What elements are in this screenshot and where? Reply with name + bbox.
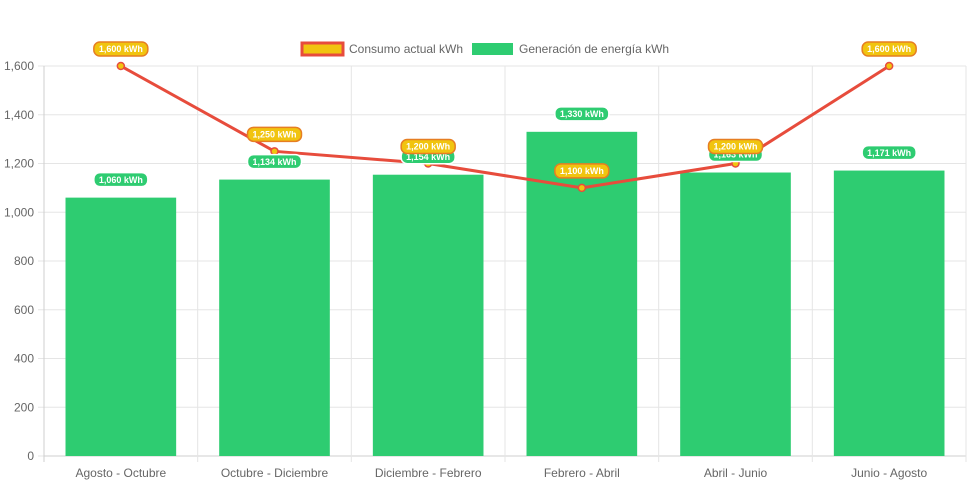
y-tick-label: 400 [14, 352, 34, 366]
legend[interactable]: Consumo actual kWh Generación de energía … [300, 41, 669, 57]
data-label-bg [861, 144, 917, 161]
data-label-text: 1,600 kWh [99, 44, 143, 54]
data-label-text: 1,134 kWh [252, 157, 296, 167]
data-label-text: 1,171 kWh [867, 148, 911, 158]
consumption-value-label: 1,100 kWh [554, 163, 610, 179]
consumption-value-label: 1,200 kWh [400, 138, 456, 155]
data-label-text: 1,600 kWh [867, 44, 911, 54]
data-label-text: 1,200 kWh [406, 142, 450, 152]
y-tick-label: 1,400 [4, 108, 34, 122]
consumption-value-label: 1,600 kWh [861, 41, 917, 57]
y-tick-label: 600 [14, 303, 34, 317]
consumption-point [884, 61, 894, 71]
consumption-value-label: 1,250 kWh [246, 126, 303, 143]
legend-swatch-consumption [300, 41, 345, 57]
legend-label-consumption: Consumo actual kWh [349, 42, 463, 56]
generation-bar [833, 170, 945, 456]
data-label-text: 1,060 kWh [99, 175, 143, 185]
generation-bar [372, 174, 484, 456]
data-label-text: 1,330 kWh [560, 109, 604, 119]
generation-value-label: 1,060 kWh [93, 171, 149, 188]
consumption-value-label: 1,600 kWh [93, 41, 149, 57]
y-tick-label: 200 [14, 400, 34, 414]
generation-bar [680, 172, 791, 457]
data-label-text: 1,163 kWh [713, 150, 757, 160]
data-labels: 1,060 kWh 1,134 kWh 1,154 kWh 1,330 kWh 1,16… [93, 41, 917, 188]
data-label-bg [554, 163, 610, 179]
data-label-bg [400, 138, 456, 155]
grid [38, 65, 967, 462]
data-label-text: 1,200 kWh [713, 142, 757, 152]
x-tick-label: Febrero - Abril [544, 466, 620, 480]
consumption-point [270, 147, 279, 156]
y-tick-label: 1,000 [4, 205, 34, 219]
data-label-bg [93, 171, 149, 188]
y-tick-label: 1,200 [4, 157, 34, 171]
data-label-text: 1,154 kWh [406, 152, 450, 162]
y-tick-label: 1,600 [4, 59, 34, 73]
x-tick-label: Diciembre - Febrero [375, 466, 482, 480]
legend-item-consumption[interactable]: Consumo actual kWh [300, 41, 463, 57]
x-tick-label: Agosto - Octubre [75, 466, 166, 480]
data-label-bg [246, 126, 303, 143]
y-tick-label: 0 [27, 449, 34, 463]
consumption-value-label: 1,200 kWh [707, 138, 764, 155]
generation-bar [65, 197, 177, 456]
data-label-bg [861, 41, 917, 57]
x-tick-label: Junio - Agosto [851, 466, 927, 480]
legend-swatch-generation [472, 43, 513, 55]
data-label-text: 1,250 kWh [252, 130, 296, 140]
x-tick-label: Abril - Junio [704, 466, 768, 480]
y-tick-label: 800 [14, 254, 34, 268]
legend-item-generation[interactable]: Generación de energía kWh [472, 42, 669, 56]
generation-bars [65, 131, 945, 457]
consumption-point [577, 183, 587, 193]
generation-bar [219, 179, 330, 456]
generation-value-label: 1,330 kWh [554, 106, 610, 122]
generation-value-label: 1,134 kWh [246, 153, 303, 170]
data-label-bg [246, 153, 303, 170]
data-label-text: 1,100 kWh [560, 166, 604, 176]
generation-value-label: 1,171 kWh [861, 144, 917, 161]
data-label-bg [707, 138, 764, 155]
data-label-bg [93, 41, 149, 57]
legend-label-generation: Generación de energía kWh [519, 42, 669, 56]
x-tick-label: Octubre - Diciembre [221, 466, 329, 480]
data-label-bg [554, 106, 610, 122]
consumption-point [116, 61, 126, 71]
axes: 0 200 400 600 800 1,000 1,200 1,400 1,600 Agosto … [4, 59, 928, 480]
